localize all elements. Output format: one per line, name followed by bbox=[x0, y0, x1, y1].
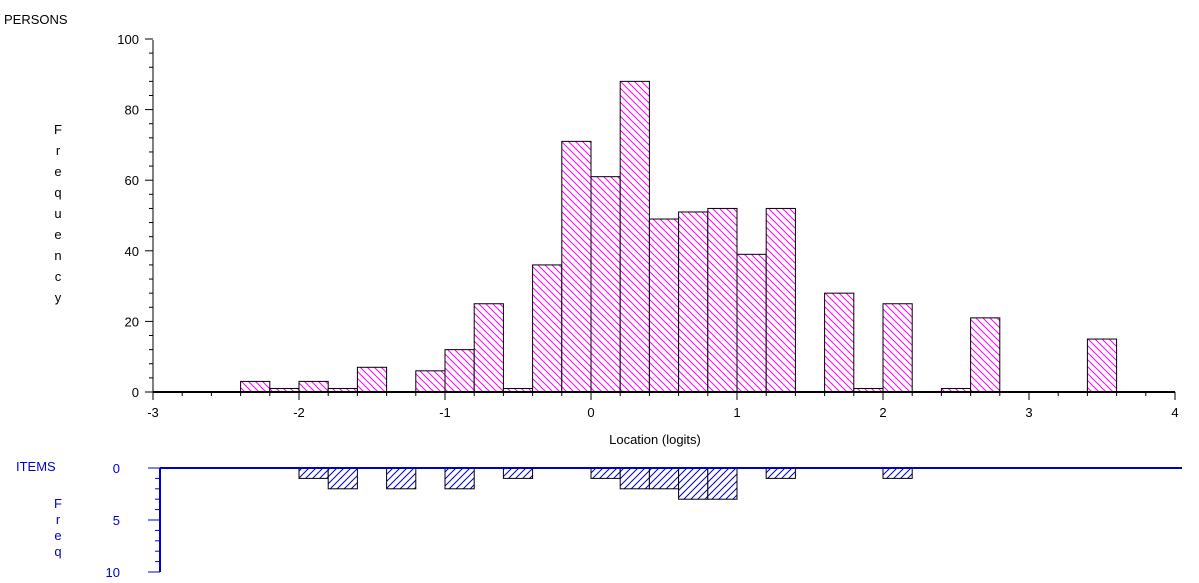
person-bar bbox=[561, 140, 592, 393]
x-tick-label: 3 bbox=[1025, 405, 1032, 420]
person-bar bbox=[473, 303, 504, 393]
item-bar bbox=[590, 467, 621, 479]
item-bar bbox=[327, 467, 358, 490]
person-bar bbox=[824, 292, 855, 393]
person-bar bbox=[765, 207, 796, 393]
person-bar bbox=[415, 370, 446, 393]
person-bar bbox=[736, 253, 767, 393]
x-tick-label: 4 bbox=[1171, 405, 1178, 420]
item-bar bbox=[444, 467, 475, 490]
persons-title: PERSONS bbox=[4, 12, 68, 27]
person-bar bbox=[1086, 338, 1118, 393]
persons-axes: 0 20 40 60 80 100 -3 -2 -1 0 1 2 3 4 bbox=[117, 32, 1178, 420]
items-axes: 0 5 10 bbox=[106, 461, 1182, 580]
items-title: ITEMS bbox=[16, 459, 56, 474]
x-tick-label: 0 bbox=[587, 405, 594, 420]
person-bar bbox=[444, 349, 475, 393]
person-bar bbox=[298, 380, 329, 393]
x-tick-label: -3 bbox=[147, 405, 159, 420]
person-bar bbox=[970, 317, 1001, 393]
y-tick-label: 100 bbox=[117, 32, 139, 47]
item-bar bbox=[502, 467, 534, 479]
y-label-letter: u bbox=[54, 206, 61, 221]
items-y-tick-label: 0 bbox=[113, 461, 120, 476]
person-bar bbox=[240, 380, 271, 393]
x-tick-label: 2 bbox=[879, 405, 886, 420]
person-bar bbox=[648, 218, 680, 393]
item-bar bbox=[648, 467, 680, 490]
person-bar bbox=[532, 264, 563, 393]
y-label-letter: e bbox=[54, 164, 61, 179]
x-tick-label: 1 bbox=[733, 405, 740, 420]
person-bar bbox=[882, 303, 913, 393]
items-y-label-letter: e bbox=[54, 528, 61, 543]
items-y-tick-label: 5 bbox=[113, 513, 120, 528]
y-label-letter: n bbox=[54, 248, 61, 263]
person-bar bbox=[590, 176, 621, 393]
y-tick-label: 20 bbox=[125, 314, 139, 329]
person-bar bbox=[707, 207, 738, 393]
y-label-letter: F bbox=[54, 122, 62, 137]
item-bar bbox=[707, 467, 738, 500]
y-label-letter: y bbox=[55, 290, 62, 305]
x-axis-label: Location (logits) bbox=[609, 432, 701, 447]
y-tick-label: 40 bbox=[125, 244, 139, 259]
item-bar bbox=[882, 467, 913, 479]
items-y-tick-label: 10 bbox=[106, 565, 120, 580]
item-bar bbox=[386, 467, 417, 490]
y-label-letter: r bbox=[56, 143, 61, 158]
y-tick-label: 60 bbox=[125, 173, 139, 188]
item-bar bbox=[765, 467, 796, 479]
y-label-letter: e bbox=[54, 227, 61, 242]
items-y-label-letter: q bbox=[54, 544, 61, 559]
person-bar bbox=[678, 211, 709, 393]
item-bar bbox=[298, 467, 329, 479]
x-tick-label: -2 bbox=[293, 405, 305, 420]
y-label-letter: q bbox=[54, 185, 61, 200]
items-bars bbox=[298, 467, 913, 500]
y-tick-label: 0 bbox=[132, 385, 139, 400]
x-tick-label: -1 bbox=[439, 405, 451, 420]
person-bar bbox=[619, 80, 650, 393]
y-label-letter: c bbox=[55, 269, 62, 284]
item-bar bbox=[619, 467, 650, 490]
items-y-label-letter: F bbox=[54, 496, 62, 511]
y-tick-label: 80 bbox=[125, 103, 139, 118]
item-bar bbox=[678, 467, 709, 500]
persons-bars bbox=[240, 80, 1118, 393]
person-bar bbox=[356, 366, 388, 393]
items-y-label-letter: r bbox=[56, 512, 61, 527]
